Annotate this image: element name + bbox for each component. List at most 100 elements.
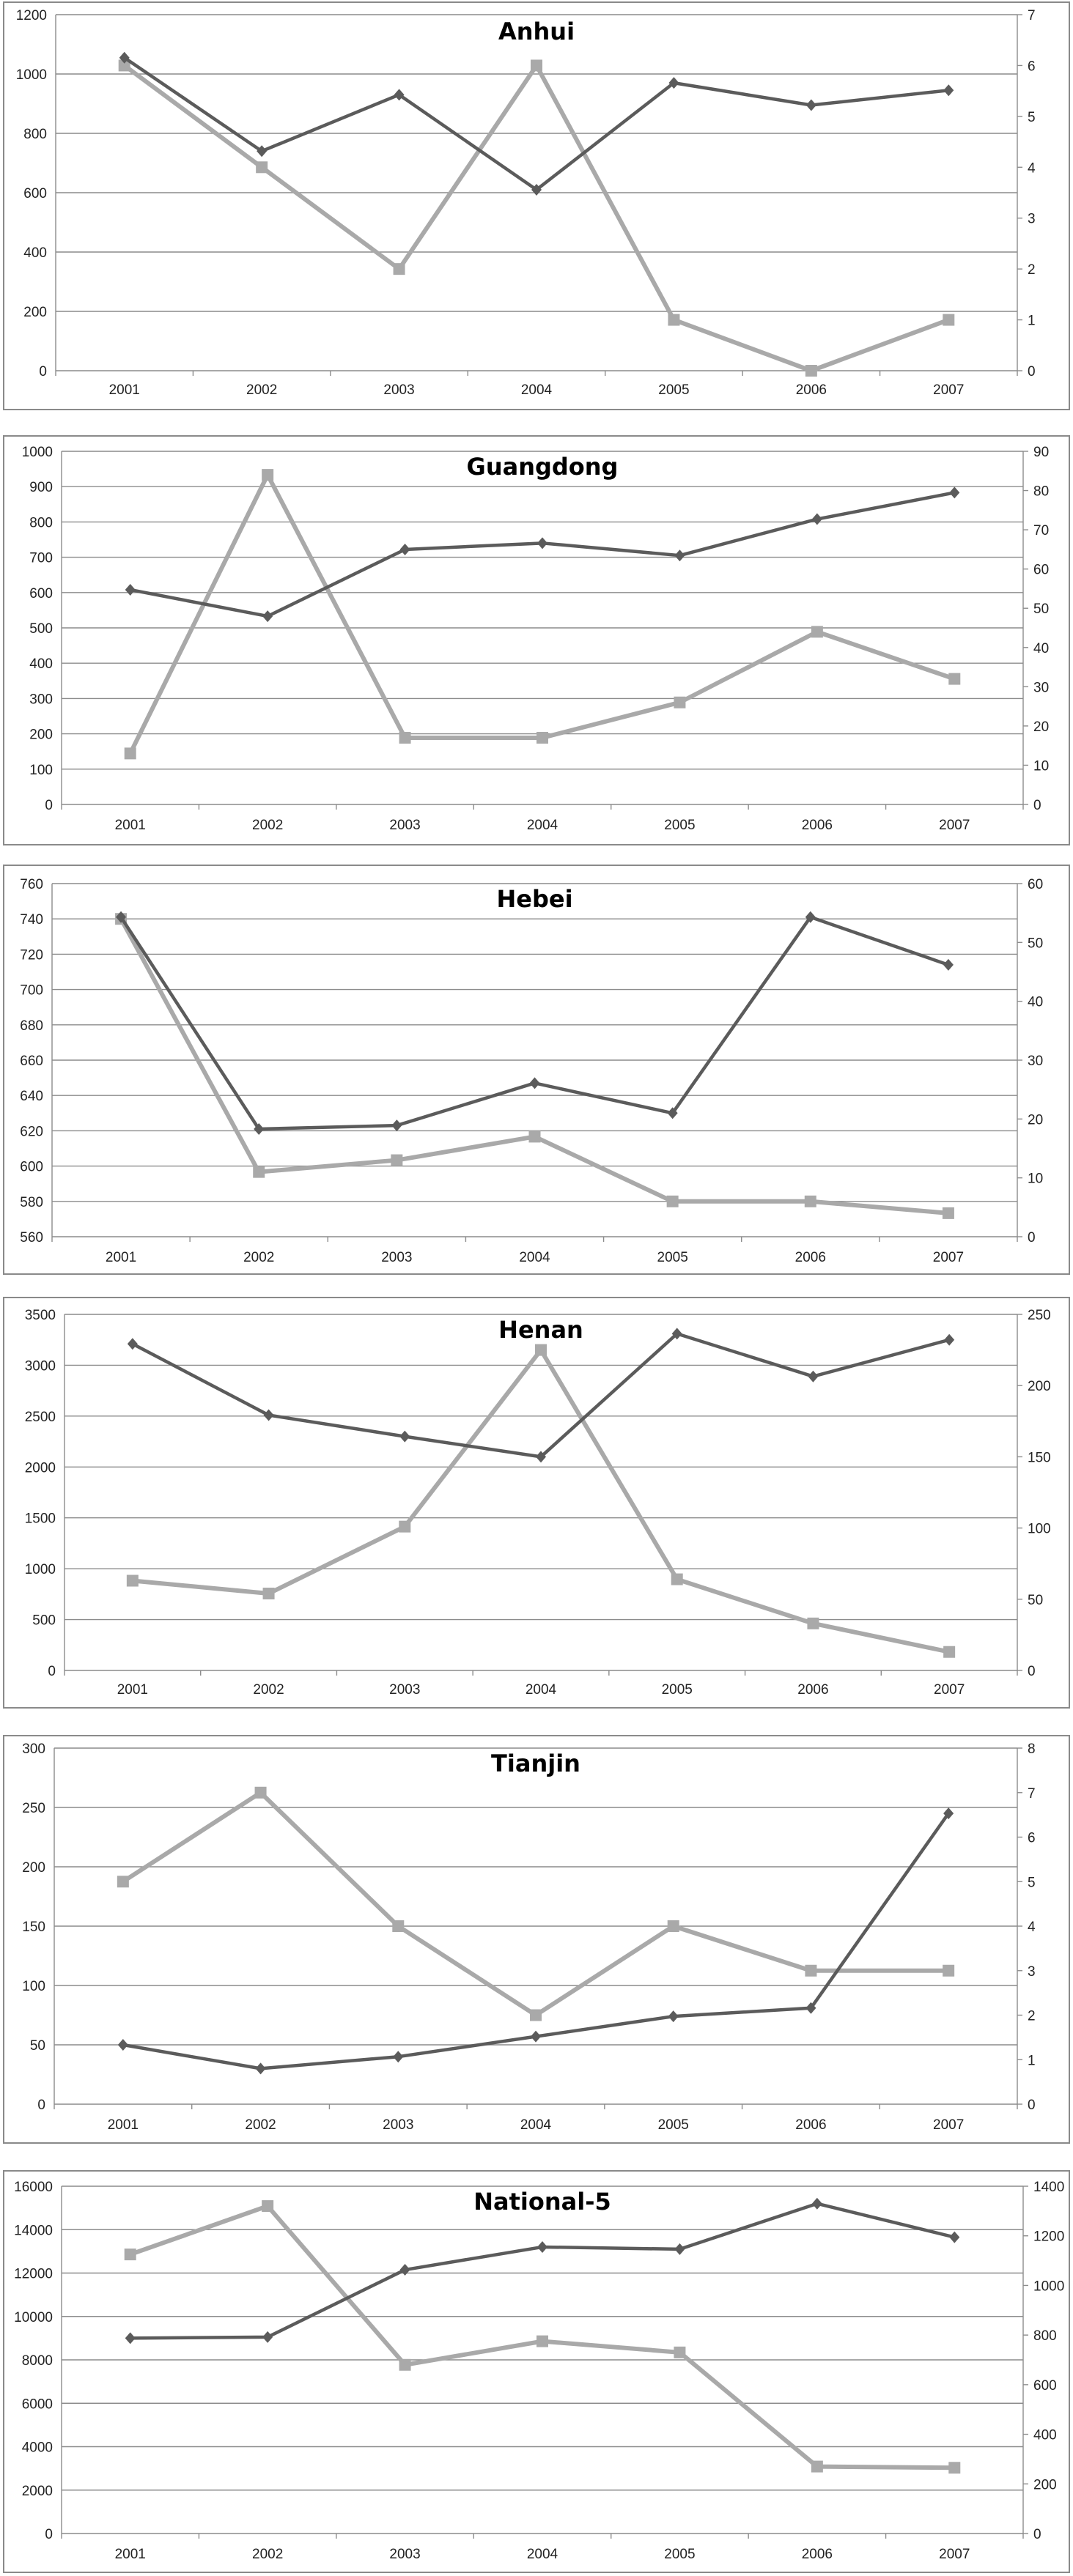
y-right-tick-label: 5 <box>1028 1875 1036 1890</box>
y-left-tick-label: 6000 <box>22 2397 53 2412</box>
y-right-tick-label: 150 <box>1028 1450 1051 1465</box>
x-tick-label: 2007 <box>933 2117 964 2133</box>
y-right-tick-label: 400 <box>1033 2428 1057 2443</box>
y-left-tick-label: 50 <box>30 2038 45 2054</box>
square-marker <box>805 365 817 377</box>
y-right-tick-label: 6 <box>1028 1831 1036 1846</box>
y-right-tick-label: 0 <box>1033 798 1041 813</box>
diamond-marker <box>943 958 954 971</box>
square-marker <box>530 2009 542 2021</box>
y-left-tick-label: 600 <box>23 186 47 201</box>
y-left-tick-label: 200 <box>22 1860 45 1876</box>
y-left-tick-label: 2000 <box>22 2484 53 2499</box>
y-right-tick-label: 7 <box>1028 1786 1036 1802</box>
dark-series-line <box>130 2202 955 2340</box>
square-marker <box>666 1195 679 1207</box>
square-marker <box>528 1130 541 1143</box>
x-tick-label: 2006 <box>796 382 827 398</box>
diamond-marker <box>811 2197 822 2210</box>
square-marker <box>392 1920 405 1932</box>
diamond-marker <box>399 1430 410 1443</box>
square-marker <box>253 1166 265 1178</box>
y-left-tick-label: 12000 <box>14 2267 53 2282</box>
y-right-tick-label: 1 <box>1028 314 1036 329</box>
diamond-marker <box>805 2002 816 2014</box>
x-tick-label: 2004 <box>526 1682 557 1698</box>
square-marker <box>124 747 136 760</box>
y-right-tick-label: 20 <box>1028 1112 1043 1128</box>
y-right-tick-label: 250 <box>1028 1308 1051 1323</box>
diamond-marker <box>125 583 136 596</box>
y-right-tick-label: 10 <box>1033 758 1049 774</box>
y-left-tick-label: 2500 <box>25 1410 56 1425</box>
y-left-tick-label: 200 <box>23 305 47 320</box>
y-left-tick-label: 0 <box>45 798 53 813</box>
y-right-tick-label: 4 <box>1028 1920 1036 1935</box>
y-left-tick-label: 10000 <box>14 2310 53 2325</box>
y-left-tick-label: 400 <box>29 656 53 672</box>
square-marker <box>126 1574 139 1587</box>
y-right-tick-label: 50 <box>1033 602 1049 617</box>
x-tick-label: 2001 <box>115 2547 146 2562</box>
y-right-tick-label: 200 <box>1033 2477 1057 2492</box>
x-tick-label: 2001 <box>108 2117 139 2133</box>
square-marker <box>942 1207 954 1219</box>
y-left-tick-label: 2000 <box>25 1460 56 1476</box>
x-tick-label: 2002 <box>245 2117 276 2133</box>
square-marker <box>804 1195 816 1207</box>
diamond-marker <box>674 549 685 562</box>
y-left-tick-label: 3500 <box>25 1308 56 1323</box>
x-tick-label: 2004 <box>519 1250 550 1265</box>
square-marker <box>943 314 955 326</box>
y-left-tick-label: 200 <box>29 728 53 743</box>
y-right-tick-label: 2 <box>1028 2009 1036 2024</box>
light-series-line <box>122 63 950 373</box>
square-marker <box>262 1588 275 1600</box>
y-left-tick-label: 500 <box>32 1613 56 1629</box>
chart-panel-anhui: 0 200 400 600 800 1000 1200 0 1 2 3 4 5 6 7 2001 2002 200… <box>3 1 1070 410</box>
square-marker <box>674 696 686 708</box>
y-left-tick-label: 500 <box>29 621 53 637</box>
diamond-marker <box>262 610 273 623</box>
diamond-marker <box>262 2331 273 2343</box>
x-tick-label: 2005 <box>657 1250 688 1265</box>
square-marker <box>671 1573 683 1585</box>
chart-title: Guangdong <box>467 453 619 481</box>
diamond-marker <box>127 1338 138 1350</box>
y-right-tick-label: 0 <box>1033 2527 1041 2542</box>
x-tick-label: 2007 <box>933 1250 964 1265</box>
y-right-tick-label: 100 <box>1028 1522 1051 1537</box>
diamond-marker <box>399 2264 410 2276</box>
square-marker <box>536 2335 548 2347</box>
x-tick-label: 2005 <box>658 2117 689 2133</box>
y-right-tick-label: 40 <box>1028 995 1043 1010</box>
diamond-marker <box>537 537 547 549</box>
diamond-marker <box>254 1122 265 1135</box>
square-marker <box>124 2249 136 2261</box>
diamond-marker <box>531 2030 541 2043</box>
chart-hebei: 560 580 600 620 640 660 680 700 720 740 760 0 10 20 30… <box>20 877 1043 1265</box>
y-left-tick-label: 100 <box>29 763 53 778</box>
diamond-marker <box>125 2332 136 2344</box>
y-left-tick-label: 8000 <box>22 2353 53 2369</box>
diamond-marker <box>943 84 954 97</box>
y-left-tick-label: 100 <box>22 1979 45 1994</box>
diamond-marker <box>531 183 542 196</box>
diamond-marker <box>119 51 130 64</box>
square-marker <box>948 2462 961 2474</box>
y-left-tick-label: 14000 <box>14 2223 53 2238</box>
x-tick-label: 2002 <box>252 2547 283 2562</box>
y-right-tick-label: 60 <box>1028 877 1043 892</box>
chart-title: Hebei <box>496 885 572 913</box>
y-left-tick-label: 640 <box>20 1089 43 1104</box>
square-marker <box>943 1964 955 1977</box>
diamond-marker <box>394 89 405 101</box>
x-tick-label: 2006 <box>802 818 833 833</box>
chart-title: Tianjin <box>491 1750 580 1777</box>
diamond-marker <box>117 2039 128 2051</box>
x-tick-label: 2007 <box>933 382 964 398</box>
y-left-tick-label: 800 <box>23 127 47 142</box>
diamond-marker <box>671 1328 682 1340</box>
y-left-tick-label: 0 <box>45 2527 53 2542</box>
chart-panel-tianjin: 0 50 100 150 200 250 300 0 1 2 3 4 5 6 7 8 2001 2002 2003 2… <box>3 1735 1070 2144</box>
